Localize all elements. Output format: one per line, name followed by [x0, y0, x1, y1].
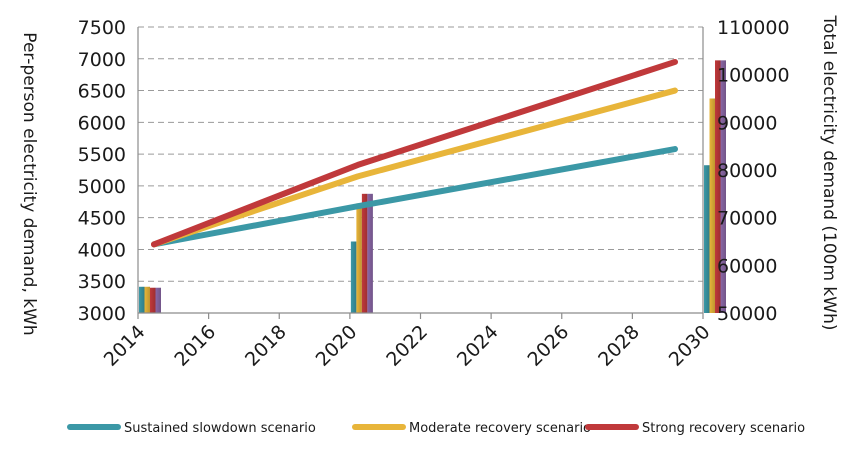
y-tick-label: 6000 — [78, 112, 126, 134]
x-tick-label: 2030 — [665, 321, 715, 371]
y-tick-label: 3000 — [78, 303, 126, 325]
y2-axis-label: Total electricity demand (100m kWh) — [819, 15, 839, 331]
x-tick-label: 2016 — [170, 321, 220, 371]
y2-tick-label: 90000 — [717, 112, 777, 134]
y-tick-label: 3500 — [78, 271, 126, 293]
x-tick-label: 2018 — [241, 321, 291, 371]
y-tick-label: 5000 — [78, 176, 126, 198]
y-tick-label: 7000 — [78, 49, 126, 71]
bar-shade — [720, 60, 726, 313]
legend-item: Strong recovery scenario — [585, 421, 805, 436]
y-tick-label: 7500 — [78, 17, 126, 39]
x-tick-label: 2024 — [453, 321, 503, 371]
legend-label: Sustained slowdown scenario — [124, 421, 316, 436]
x-tick-label: 2022 — [382, 321, 432, 371]
bar-shade — [704, 165, 710, 313]
bars — [139, 60, 726, 313]
x-tick-label: 2014 — [100, 321, 150, 371]
series-line — [151, 58, 678, 248]
bar-shade — [356, 203, 362, 313]
y-tick-label: 4000 — [78, 239, 126, 261]
bar-shade — [709, 98, 715, 313]
gridlines — [138, 26, 703, 282]
y-tick-label: 4500 — [78, 208, 126, 230]
series-line — [151, 146, 678, 248]
y2-tick-label: 60000 — [717, 255, 777, 277]
bar-shade — [144, 286, 150, 313]
bar-shade — [350, 241, 357, 313]
y2-tick-label: 80000 — [717, 160, 777, 182]
y2-tick-label: 100000 — [717, 65, 790, 87]
y2-tick-label: 70000 — [717, 208, 777, 230]
legend-label: Strong recovery scenario — [642, 421, 805, 436]
y-tick-label: 6500 — [78, 81, 126, 103]
legend-item: Sustained slowdown scenario — [67, 421, 316, 436]
bar-shade — [361, 193, 368, 313]
bar-shade — [367, 193, 373, 313]
y2-tick-label: 50000 — [717, 303, 777, 325]
bar-shade — [150, 287, 156, 313]
axes — [137, 27, 704, 319]
series-line — [151, 87, 678, 248]
bar-shade — [715, 60, 721, 313]
legend-item: Moderate recovery scenario — [352, 421, 591, 436]
legend: Sustained slowdown scenario Moderate reco… — [67, 421, 805, 436]
x-tick-label: 2028 — [594, 321, 644, 371]
x-tick-label: 2020 — [312, 321, 362, 371]
y-tick-label: 5500 — [78, 144, 126, 166]
y2-tick-label: 110000 — [717, 17, 790, 39]
bar-shade — [139, 286, 145, 313]
series-lines — [151, 58, 678, 248]
x-tick-label: 2026 — [524, 321, 574, 371]
bar-shade — [155, 287, 161, 313]
legend-label: Moderate recovery scenario — [409, 421, 591, 436]
y-axis-label: Per-person electricity demand, kWh — [19, 32, 39, 335]
